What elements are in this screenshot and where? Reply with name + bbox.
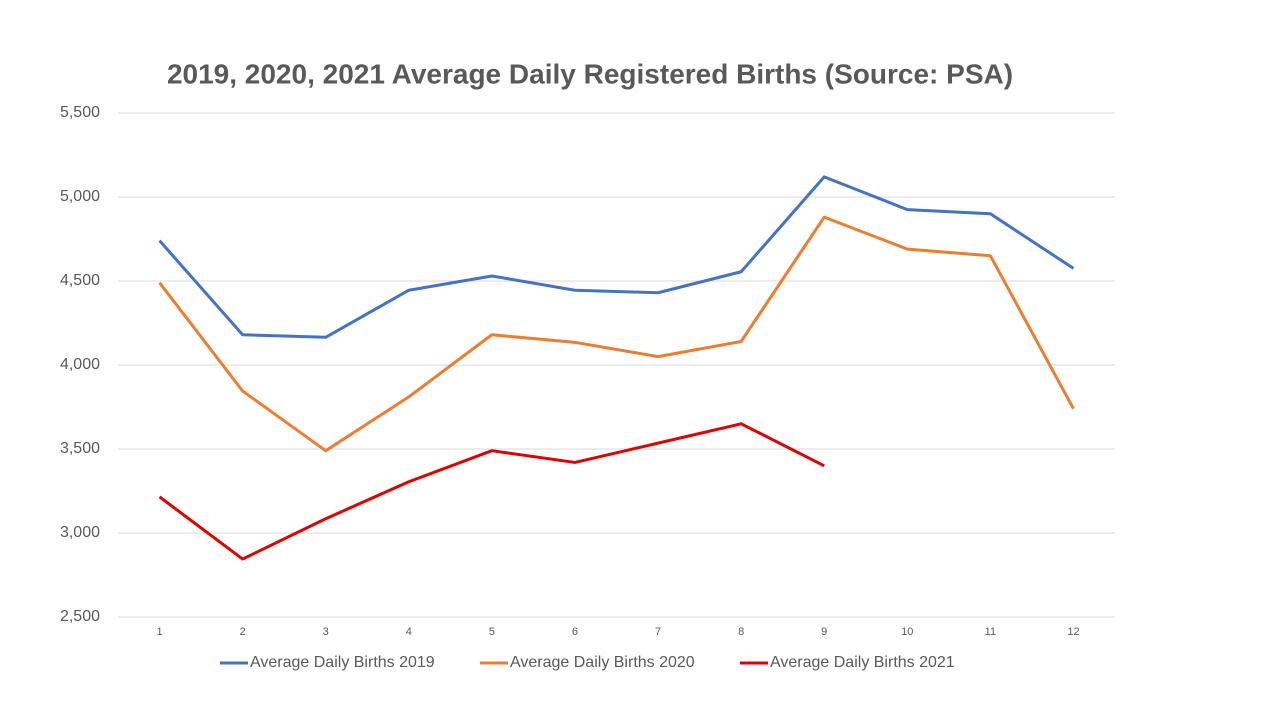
legend-label: Average Daily Births 2021: [770, 654, 955, 671]
x-tick-label: 11: [985, 626, 996, 638]
x-tick-label: 10: [901, 626, 913, 638]
x-tick-label: 2: [240, 626, 246, 638]
x-tick-label: 5: [489, 626, 495, 638]
y-tick-label: 4,500: [60, 272, 100, 289]
y-tick-label: 3,500: [60, 440, 100, 457]
x-tick-label: 6: [572, 626, 578, 638]
y-tick-label: 5,500: [60, 104, 100, 121]
series-line: [158, 215, 1075, 453]
x-tick-label: 3: [323, 626, 329, 638]
y-tick-label: 2,500: [60, 608, 100, 625]
x-tick-label: 1: [156, 626, 162, 638]
y-tick-label: 3,000: [60, 524, 100, 541]
series-line: [158, 175, 1075, 339]
y-tick-label: 4,000: [60, 356, 100, 373]
x-tick-label: 12: [1067, 626, 1079, 638]
legend-label: Average Daily Births 2020: [510, 654, 695, 671]
chart-title: 2019, 2020, 2021 Average Daily Registere…: [167, 58, 1013, 89]
x-tick-label: 7: [655, 626, 661, 638]
x-tick-label: 8: [738, 626, 744, 638]
y-tick-label: 5,000: [60, 188, 100, 205]
x-tick-label: 4: [406, 626, 412, 638]
series-line: [158, 422, 825, 561]
legend-label: Average Daily Births 2019: [250, 654, 435, 671]
x-tick-label: 9: [821, 626, 827, 638]
